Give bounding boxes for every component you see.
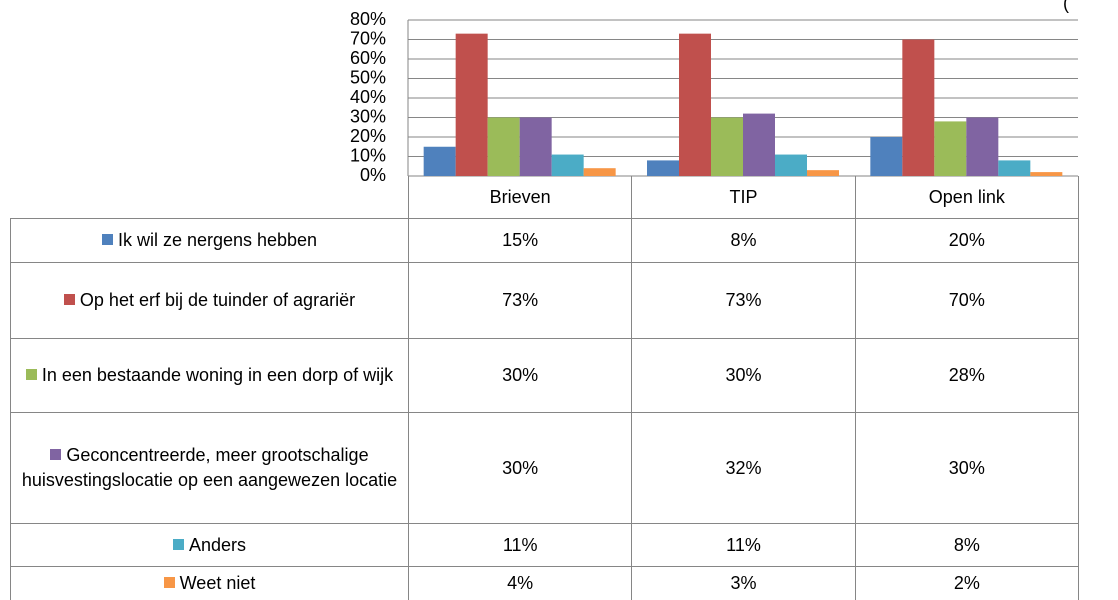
value-cell: 8% <box>854 523 1079 567</box>
value-cell-text: 8% <box>730 230 757 250</box>
bar <box>743 113 775 176</box>
bar <box>519 117 552 176</box>
value-cell: 30% <box>631 338 856 413</box>
bar <box>455 33 488 177</box>
value-cell-text: 11% <box>502 534 538 555</box>
bar <box>583 168 616 176</box>
y-tick-label: 0% <box>360 165 386 185</box>
bar <box>902 39 935 176</box>
value-cell: 15% <box>408 218 633 263</box>
value-cell: 70% <box>854 262 1079 339</box>
column-header-text: Open link <box>928 186 1005 207</box>
y-tick-label: 20% <box>350 126 386 146</box>
value-cell: 4% <box>408 566 633 600</box>
value-cell: 8% <box>631 218 856 263</box>
legend-label: Ik wil ze nergens hebben <box>117 230 318 250</box>
value-cell-text: 30% <box>948 457 985 478</box>
legend-label: Geconcentreerde, meer grootschalige huis… <box>21 445 398 490</box>
value-cell-text: 3% <box>730 573 757 593</box>
bar <box>487 117 520 176</box>
legend-cell: Anders <box>10 523 409 567</box>
chart-title: ( <box>1063 0 1069 13</box>
legend-key <box>101 234 113 245</box>
value-cell: 73% <box>408 262 633 339</box>
legend-cell: Ik wil ze nergens hebben <box>10 218 409 263</box>
legend-key <box>25 369 37 380</box>
legend-key <box>50 449 62 460</box>
value-cell: 32% <box>631 412 856 524</box>
legend-cell: Weet niet <box>10 566 409 600</box>
legend-label: In een bestaande woning in een dorp of w… <box>41 365 394 385</box>
y-tick-label: 80% <box>350 9 386 29</box>
value-cell: 11% <box>631 523 856 567</box>
y-tick-label: 70% <box>350 28 386 48</box>
legend-label: Weet niet <box>179 573 256 593</box>
bar <box>647 160 679 176</box>
value-cell: 3% <box>631 566 856 600</box>
column-header-text: Brieven <box>489 186 551 207</box>
value-cell-text: 70% <box>948 290 985 310</box>
bar <box>870 137 903 176</box>
legend-cell: Geconcentreerde, meer grootschalige huis… <box>10 412 409 524</box>
bar <box>423 146 456 176</box>
value-cell-text: 4% <box>507 573 534 593</box>
column-header: Open link <box>854 176 1079 219</box>
value-cell-text: 28% <box>948 365 985 385</box>
value-cell: 20% <box>854 218 1079 263</box>
legend-cell: In een bestaande woning in een dorp of w… <box>10 338 409 413</box>
value-cell-text: 32% <box>725 457 762 478</box>
bar <box>807 170 839 176</box>
legend-label: Anders <box>188 534 247 555</box>
bar <box>711 117 743 176</box>
y-tick-label: 40% <box>350 87 386 107</box>
legend-cell: Op het erf bij de tuinder of agrariër <box>10 262 409 339</box>
value-cell-text: 30% <box>502 457 539 478</box>
y-tick-label: 50% <box>350 67 386 87</box>
value-cell: 30% <box>408 338 633 413</box>
bar <box>551 154 584 176</box>
y-tick-label: 10% <box>350 145 386 165</box>
value-cell-text: 8% <box>953 534 980 555</box>
value-cell-text: 2% <box>953 573 980 593</box>
legend-key <box>63 294 75 305</box>
value-cell-text: 73% <box>502 290 539 310</box>
column-header-text: TIP <box>729 186 758 207</box>
value-cell-text: 73% <box>725 290 762 310</box>
value-cell-text: 20% <box>948 230 985 250</box>
legend-label: Op het erf bij de tuinder of agrariër <box>79 290 356 310</box>
bar <box>679 33 711 177</box>
value-cell-text: 15% <box>502 230 539 250</box>
bar <box>934 121 967 176</box>
value-cell: 11% <box>408 523 633 567</box>
y-tick-label: 60% <box>350 48 386 68</box>
legend-key <box>163 577 175 588</box>
value-cell: 30% <box>408 412 633 524</box>
bar <box>1030 172 1063 176</box>
value-cell: 28% <box>854 338 1079 413</box>
value-cell-text: 11% <box>726 534 761 555</box>
value-cell: 30% <box>854 412 1079 524</box>
y-tick-label: 30% <box>350 106 386 126</box>
value-cell: 2% <box>854 566 1079 600</box>
column-header: TIP <box>631 176 856 219</box>
bar <box>998 160 1031 176</box>
bar <box>775 154 807 176</box>
value-cell: 73% <box>631 262 856 339</box>
bar <box>966 117 999 176</box>
value-cell-text: 30% <box>502 365 539 385</box>
column-header: Brieven <box>408 176 633 219</box>
legend-key <box>172 538 184 550</box>
value-cell-text: 30% <box>725 365 762 385</box>
